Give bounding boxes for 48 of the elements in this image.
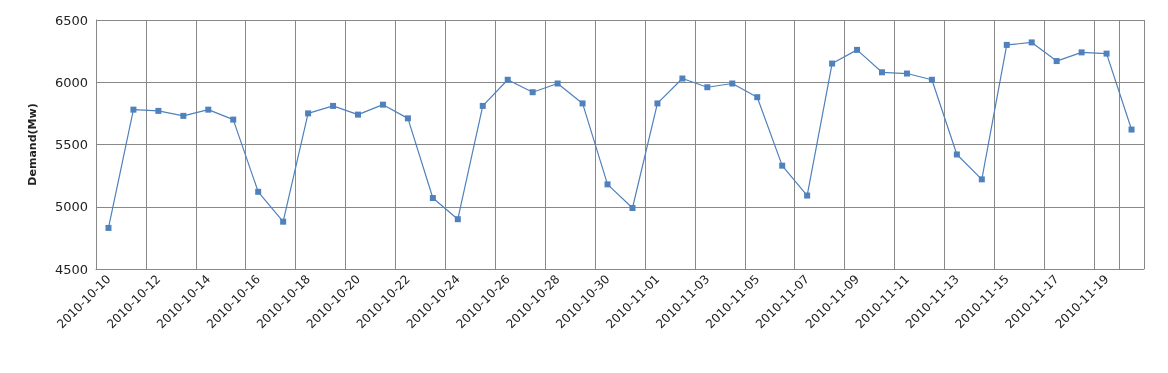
point <box>554 80 561 87</box>
point <box>754 94 761 101</box>
point <box>679 75 686 82</box>
point <box>953 151 960 158</box>
point <box>155 107 162 114</box>
point <box>379 101 386 108</box>
point <box>1028 39 1035 46</box>
point <box>205 106 212 113</box>
point <box>729 80 736 87</box>
point <box>355 111 361 118</box>
point <box>1078 49 1085 56</box>
point <box>479 102 486 109</box>
point <box>978 176 985 183</box>
point <box>804 192 811 199</box>
point <box>280 218 287 225</box>
point <box>305 110 312 117</box>
point <box>903 70 910 77</box>
y-tick-label: 6000 <box>54 74 88 90</box>
point <box>604 181 611 188</box>
point <box>1003 41 1010 48</box>
point <box>704 84 711 91</box>
point <box>529 89 536 96</box>
point <box>1103 50 1110 57</box>
point <box>1053 58 1060 65</box>
point <box>579 100 586 107</box>
y-tick-label: 6500 <box>54 12 88 28</box>
point <box>928 76 935 83</box>
point <box>829 60 836 67</box>
point <box>404 115 411 122</box>
point <box>654 100 661 107</box>
point <box>105 224 112 231</box>
point <box>1128 126 1135 133</box>
y-axis-title: Demand(Mw) <box>26 103 39 186</box>
point <box>504 76 511 83</box>
point <box>879 69 885 76</box>
y-tick-label: 5000 <box>54 199 88 215</box>
y-tick-label: 4500 <box>54 261 88 277</box>
point <box>429 195 436 202</box>
point <box>230 116 237 123</box>
y-tick-label: 5500 <box>54 137 88 152</box>
point <box>854 46 861 53</box>
point <box>454 216 461 223</box>
point <box>779 162 786 169</box>
point <box>255 188 262 195</box>
point <box>180 112 187 119</box>
point <box>330 102 337 109</box>
point <box>629 204 636 211</box>
point <box>130 106 137 113</box>
